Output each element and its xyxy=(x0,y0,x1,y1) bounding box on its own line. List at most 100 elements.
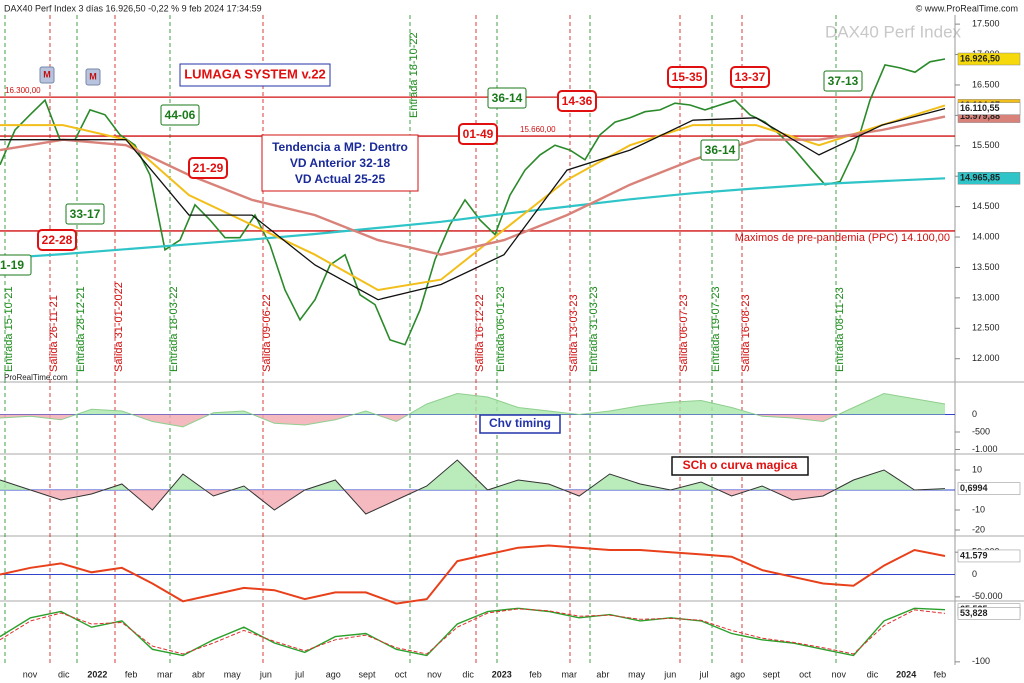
last-value-box xyxy=(957,172,1021,185)
x-tick-label: abr xyxy=(596,669,609,679)
panel-title: SCh o curva magica xyxy=(683,458,798,472)
y-tick-label: 12.500 xyxy=(972,323,1000,333)
x-tick-label: mar xyxy=(157,669,173,679)
footer: ProRealTime.com xyxy=(4,373,68,382)
marker: M xyxy=(89,71,97,81)
event-label: Salida 16-12-22 xyxy=(474,294,486,372)
watermark: DAX40 Perf Index xyxy=(825,22,962,41)
signal-box xyxy=(730,66,770,88)
last-value-label: 15.979,88 xyxy=(960,111,1000,121)
event-label: Salida 09-06-22 xyxy=(261,294,273,372)
x-tick-label: 2023 xyxy=(492,669,512,679)
signal-label: 15-35 xyxy=(672,70,703,84)
signal-box xyxy=(458,123,498,145)
y-tick-label: 12.000 xyxy=(972,353,1000,363)
x-tick-label: 2022 xyxy=(87,669,107,679)
x-tick-label: feb xyxy=(529,669,542,679)
x-tick-label: sept xyxy=(763,669,781,679)
event-label: Salida 16-08-23 xyxy=(740,294,752,372)
system-box xyxy=(179,63,331,87)
header-source: © www.ProRealTime.com xyxy=(916,3,1018,13)
signal-box xyxy=(557,90,597,112)
x-tick-label: dic xyxy=(462,669,474,679)
signal-box xyxy=(0,254,32,276)
signal-box xyxy=(37,229,77,251)
signal-label: 14-36 xyxy=(562,94,593,108)
y-tick-label: -1.000 xyxy=(972,444,998,454)
series-line xyxy=(0,459,946,515)
event-label: Entrada 06-01-23 xyxy=(495,286,507,372)
last-value-label: 41.579 xyxy=(960,550,988,560)
series-line xyxy=(0,115,946,256)
panel-title-box xyxy=(479,414,561,434)
signal-box xyxy=(160,104,200,126)
series-line xyxy=(0,608,946,655)
x-tick-label: 2024 xyxy=(896,669,916,679)
x-tick-label: sept xyxy=(358,669,376,679)
x-tick-label: mar xyxy=(561,669,577,679)
panel-title-box xyxy=(671,456,809,476)
last-value-box xyxy=(957,52,1021,66)
series-line xyxy=(0,177,946,260)
series-line xyxy=(0,104,946,292)
x-tick-label: ago xyxy=(730,669,745,679)
series-line xyxy=(0,58,946,346)
trend-text: VD Actual 25-25 xyxy=(295,172,386,186)
y-tick-label: 14.500 xyxy=(972,201,1000,211)
x-tick-label: dic xyxy=(58,669,70,679)
x-tick-label: ago xyxy=(326,669,341,679)
x-tick-label: jul xyxy=(294,669,304,679)
y-tick-label: 13.000 xyxy=(972,292,1000,302)
positive-area xyxy=(0,393,945,415)
signal-box xyxy=(487,87,527,109)
event-label: Entrada 18-03-22 xyxy=(168,286,180,372)
negative-area xyxy=(0,490,945,514)
series-line xyxy=(0,107,946,301)
x-tick-label: oct xyxy=(395,669,408,679)
header-title: DAX40 Perf Index 3 días 16.926,50 -0,22 … xyxy=(4,3,262,13)
signal-label: 1-19 xyxy=(0,258,24,272)
x-tick-label: jun xyxy=(259,669,272,679)
y-tick-label: -100 xyxy=(972,656,990,666)
event-label: Salida 06-07-23 xyxy=(678,294,690,372)
last-value-label: 0,6994 xyxy=(960,483,988,493)
y-tick-label: 16.500 xyxy=(972,79,1000,89)
trend-text: VD Anterior 32-18 xyxy=(290,156,391,170)
signal-box xyxy=(667,66,707,88)
y-tick-label: 0 xyxy=(972,569,977,579)
signal-box xyxy=(65,203,105,225)
signal-label: 22-28 xyxy=(42,233,73,247)
series-line xyxy=(0,392,946,428)
event-label: Entrada 28-12-21 xyxy=(75,286,87,372)
event-label: Salida 26-11-21 xyxy=(48,295,60,372)
last-value-box xyxy=(957,549,1021,563)
event-label: Entrada 18-10-22 xyxy=(408,32,420,118)
x-tick-label: feb xyxy=(125,669,138,679)
marker-box xyxy=(85,68,101,86)
signal-label: 36-14 xyxy=(492,91,523,105)
level-label: 15.660,00 xyxy=(520,125,556,134)
signal-label: 36-14 xyxy=(705,143,736,157)
x-tick-label: jul xyxy=(698,669,708,679)
level-label: Maximos de pre-pandemia (PPC) 14.100,00 xyxy=(735,232,950,244)
y-tick-label: 0 xyxy=(972,409,977,419)
signal-label: 21-29 xyxy=(193,161,224,175)
y-tick-label: 15.500 xyxy=(972,140,1000,150)
y-tick-label: 13.500 xyxy=(972,262,1000,272)
x-tick-label: dic xyxy=(867,669,879,679)
signal-label: 13-37 xyxy=(735,70,766,84)
x-tick-label: nov xyxy=(832,669,847,679)
signal-box xyxy=(700,139,740,161)
signal-box xyxy=(188,157,228,179)
y-tick-label: -50.000 xyxy=(972,591,1003,601)
signal-box xyxy=(823,70,863,92)
y-tick-label: 10 xyxy=(972,464,982,474)
last-value-box xyxy=(957,607,1021,620)
event-label: Entrada 19-07-23 xyxy=(710,286,722,372)
y-tick-label: -20 xyxy=(972,524,985,534)
signal-label: 01-49 xyxy=(463,127,494,141)
last-value-label: 53,828 xyxy=(960,608,988,618)
system-title: LUMAGA SYSTEM v.22 xyxy=(184,66,326,81)
panel-title: Chv timing xyxy=(489,416,551,430)
